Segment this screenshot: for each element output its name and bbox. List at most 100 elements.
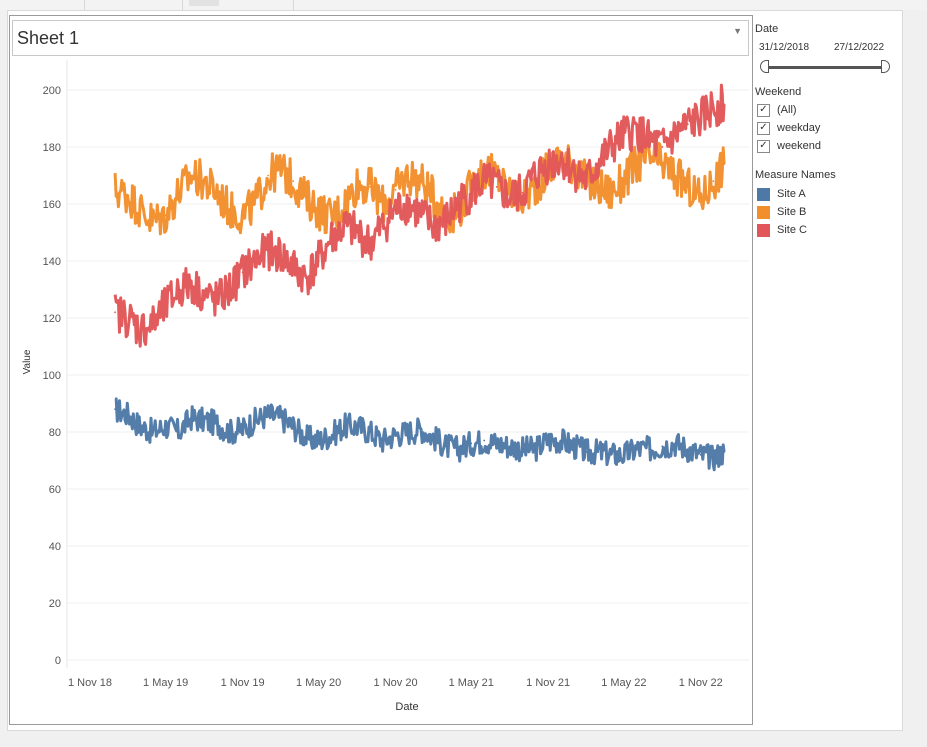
top-tab[interactable] xyxy=(85,0,183,10)
series-line-site-b[interactable] xyxy=(113,141,726,236)
data-point xyxy=(381,203,384,205)
legend-swatch xyxy=(757,187,770,201)
top-tab[interactable] xyxy=(0,0,85,10)
data-point xyxy=(661,146,664,148)
data-point xyxy=(203,294,206,297)
date-filter-title: Date xyxy=(755,23,779,35)
data-point xyxy=(508,191,511,194)
data-point xyxy=(241,271,244,274)
data-point xyxy=(381,225,384,228)
data-point xyxy=(228,208,231,211)
legend-item[interactable]: Site C xyxy=(757,222,807,238)
data-point xyxy=(292,180,295,183)
data-point xyxy=(114,188,116,191)
data-point xyxy=(483,439,486,442)
data-point xyxy=(597,163,600,166)
chevron-down-icon[interactable]: ▼ xyxy=(733,26,742,36)
data-point xyxy=(228,431,231,433)
data-point xyxy=(433,197,435,200)
y-tick-label: 0 xyxy=(55,655,61,667)
data-point xyxy=(369,431,371,433)
series-layer xyxy=(113,83,726,472)
data-point xyxy=(343,425,346,428)
top-tab[interactable] xyxy=(183,0,294,10)
data-point xyxy=(280,416,282,419)
y-tick-labels: 0 20 40 60 80 100 120 140 160 180 200 xyxy=(43,85,61,667)
date-range-slider[interactable] xyxy=(763,66,888,69)
data-point xyxy=(712,106,715,108)
x-tick-label: 1 Nov 21 xyxy=(526,677,570,689)
data-point xyxy=(407,203,409,205)
data-point xyxy=(152,220,155,223)
data-point xyxy=(610,191,613,194)
data-point xyxy=(280,254,282,257)
data-point xyxy=(635,448,638,450)
legend-item[interactable]: Site A xyxy=(757,186,806,202)
data-point xyxy=(394,208,397,211)
x-tick-label: 1 May 21 xyxy=(449,677,494,689)
data-point xyxy=(597,451,600,453)
grid-layer xyxy=(66,60,749,668)
x-tick-label: 1 Nov 18 xyxy=(68,677,112,689)
data-point xyxy=(547,163,550,166)
data-point xyxy=(164,214,167,217)
data-point xyxy=(267,248,269,251)
date-end-handle[interactable] xyxy=(881,60,890,73)
x-tick-labels: 1 Nov 18 1 May 19 1 Nov 19 1 May 20 1 Nov 20… xyxy=(68,677,723,689)
series-line-site-a[interactable] xyxy=(114,397,726,472)
data-point xyxy=(356,425,358,428)
y-tick-label: 40 xyxy=(49,541,61,553)
legend-title: Measure Names xyxy=(755,169,836,181)
checkbox[interactable]: ✓ xyxy=(757,139,770,153)
data-point xyxy=(407,174,409,177)
data-point xyxy=(622,453,625,456)
x-tick-label: 1 May 19 xyxy=(143,677,188,689)
y-tick-label: 80 xyxy=(49,427,61,439)
data-point xyxy=(508,445,511,448)
data-point xyxy=(241,214,244,217)
checkbox[interactable]: ✓ xyxy=(757,121,770,135)
data-point xyxy=(177,288,180,291)
data-point xyxy=(114,408,116,411)
data-point xyxy=(723,103,725,106)
data-point xyxy=(164,305,167,308)
checkbox[interactable]: ✓ xyxy=(757,103,770,117)
data-point xyxy=(712,180,715,183)
weekend-filter-option[interactable]: ✓ weekday xyxy=(757,120,820,136)
data-point xyxy=(723,163,725,166)
y-tick-label: 160 xyxy=(43,199,61,211)
data-point xyxy=(127,194,130,197)
data-point xyxy=(190,174,193,177)
data-point xyxy=(622,134,625,137)
data-point xyxy=(330,237,333,240)
data-point xyxy=(699,453,702,456)
data-point xyxy=(610,146,613,148)
series-line-site-c[interactable] xyxy=(113,83,726,348)
data-point xyxy=(254,203,256,205)
data-point xyxy=(674,174,677,177)
data-point xyxy=(559,157,562,160)
data-point xyxy=(139,328,142,331)
top-tab-strip xyxy=(0,0,927,10)
legend-label: Site C xyxy=(777,224,807,236)
top-tab-marker xyxy=(189,0,219,6)
data-point xyxy=(559,439,562,442)
weekend-filter-option[interactable]: ✓ weekend xyxy=(757,138,821,154)
data-point xyxy=(267,174,269,177)
legend-item[interactable]: Site B xyxy=(757,204,806,220)
date-start-handle[interactable] xyxy=(760,60,769,73)
data-point xyxy=(699,117,702,120)
sheet-title-box[interactable]: Sheet 1 ▼ xyxy=(12,20,749,56)
date-start-value: 31/12/2018 xyxy=(759,42,810,53)
legend-label: Site B xyxy=(777,206,807,218)
y-tick-label: 200 xyxy=(43,85,61,97)
data-point xyxy=(433,436,435,439)
weekend-filter-option[interactable]: ✓ (All) xyxy=(757,102,797,118)
data-point xyxy=(521,191,524,194)
data-point xyxy=(394,188,397,191)
data-point xyxy=(610,453,613,456)
data-point xyxy=(686,123,689,126)
data-point xyxy=(723,451,725,453)
data-point xyxy=(674,442,677,445)
data-point xyxy=(203,419,206,422)
